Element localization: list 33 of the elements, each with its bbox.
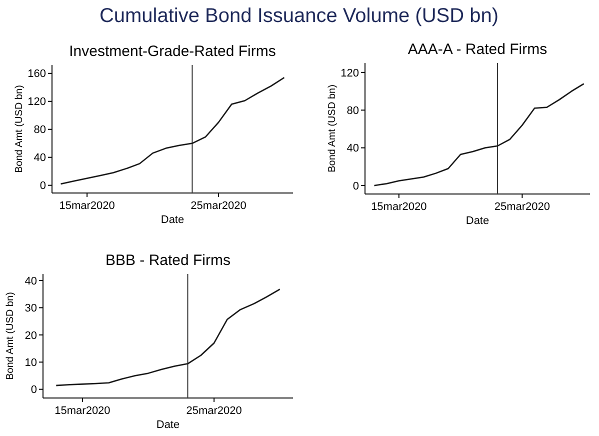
chart-title: Cumulative Bond Issuance Volume (USD bn): [99, 5, 499, 27]
y-tick-label: 0: [30, 384, 37, 396]
chart-subtitle: AAA-A - Rated Firms: [408, 41, 548, 58]
y-tick-label: 30: [24, 302, 37, 315]
y-tick-label: 40: [34, 152, 46, 164]
chart-subtitle: BBB - Rated Firms: [105, 252, 231, 269]
x-tick-label: 15mar2020: [371, 201, 427, 213]
y-tick-label: 10: [24, 356, 37, 369]
y-axis-title: Bond Amt (USD bn): [5, 292, 16, 380]
x-tick-label: 25mar2020: [186, 405, 242, 417]
x-axis-title: Date: [156, 419, 180, 431]
line-series: [55, 288, 281, 386]
y-tick-label: 40: [24, 275, 37, 288]
y-tick-label: 80: [346, 104, 359, 117]
x-tick-label: 15mar2020: [54, 405, 110, 417]
y-tick-label: 20: [24, 330, 37, 342]
y-tick-label: 120: [340, 67, 359, 80]
y-tick-label: 160: [28, 68, 46, 80]
y-axis-title: Bond Amt (USD bn): [14, 85, 25, 173]
x-axis-title: Date: [160, 214, 184, 226]
y-tick-label: 0: [352, 180, 359, 192]
y-tick-label: 120: [28, 96, 46, 108]
line-series: [374, 83, 585, 186]
y-tick-label: 80: [34, 124, 46, 136]
line-series: [60, 76, 285, 185]
x-tick-label: 25mar2020: [190, 200, 246, 212]
chart-subtitle: Investment-Grade-Rated Firms: [69, 43, 276, 60]
y-tick-label: 40: [346, 142, 359, 155]
x-tick-label: 25mar2020: [494, 201, 550, 213]
y-axis-title: Bond Amt (USD bn): [327, 84, 338, 172]
x-axis-title: Date: [466, 215, 490, 227]
x-tick-label: 15mar2020: [59, 200, 115, 212]
y-tick-label: 0: [40, 180, 46, 192]
